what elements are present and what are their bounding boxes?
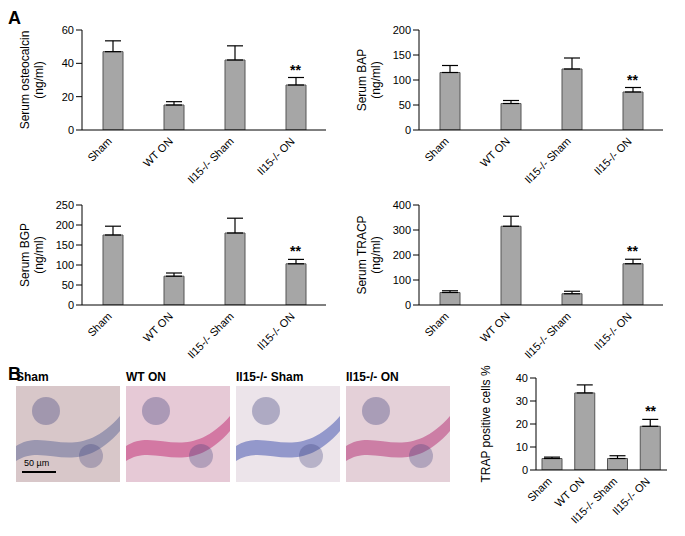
svg-text:Serum TRACP(ng/ml): Serum TRACP(ng/ml) [355,215,383,294]
svg-text:200: 200 [393,249,411,261]
html-text:A: A [8,8,21,28]
svg-text:0: 0 [68,124,74,136]
svg-text:Serum BAP(ng/ml): Serum BAP(ng/ml) [355,49,383,112]
svg-text:10: 10 [516,441,528,453]
svg-text:400: 400 [393,199,411,211]
svg-text:0: 0 [68,299,74,311]
svg-text:Il15-/- Sham: Il15-/- Sham [522,310,573,361]
svg-text:Il15-/- ON: Il15-/- ON [610,475,652,517]
html-text:Il15-/- Sham: Il15-/- Sham [236,370,304,384]
svg-text:40: 40 [62,57,74,69]
svg-text:Sham: Sham [85,310,114,339]
svg-text:300: 300 [393,224,411,236]
svg-text:40: 40 [516,372,528,384]
svg-text:0: 0 [405,124,411,136]
svg-text:WT ON: WT ON [478,135,512,169]
svg-text:30: 30 [516,395,528,407]
svg-text:100: 100 [56,259,74,271]
svg-text:200: 200 [56,219,74,231]
svg-text:0: 0 [522,464,528,476]
svg-text:0: 0 [405,299,411,311]
svg-text:Il15-/- ON: Il15-/- ON [255,135,297,177]
svg-text:50 µm: 50 µm [24,458,49,468]
html-text:Il15-/- ON: Il15-/- ON [346,370,399,384]
svg-text:**: ** [290,62,301,78]
svg-text:Il15-/- Sham: Il15-/- Sham [568,475,619,526]
svg-text:WT ON: WT ON [141,135,175,169]
svg-text:TRAP positive cells %: TRAP positive cells % [479,365,493,482]
svg-text:Sham: Sham [422,135,451,164]
svg-text:100: 100 [393,74,411,86]
svg-text:50: 50 [399,99,411,111]
svg-text:60: 60 [62,24,74,36]
svg-text:Il15-/- ON: Il15-/- ON [592,310,634,352]
svg-text:WT ON: WT ON [478,310,512,344]
svg-text:Sham: Sham [422,310,451,339]
svg-text:50: 50 [62,279,74,291]
svg-text:Sham: Sham [525,475,554,504]
svg-text:**: ** [290,243,301,259]
html-text:Sham: Sham [16,370,49,384]
svg-text:WT ON: WT ON [552,474,587,510]
svg-text:**: ** [645,403,656,419]
svg-text:**: ** [627,243,638,259]
svg-text:Il15-/- ON: Il15-/- ON [255,310,297,352]
html-text:WT ON: WT ON [126,370,166,384]
svg-text:Il15-/- Sham: Il15-/- Sham [185,135,236,186]
html-text:B: B [8,364,21,384]
svg-text:200: 200 [393,24,411,36]
svg-text:Sham: Sham [85,135,114,164]
svg-text:20: 20 [62,91,74,103]
svg-text:150: 150 [56,239,74,251]
svg-text:100: 100 [393,274,411,286]
svg-text:250: 250 [56,199,74,211]
svg-text:Serum BGP(ng/ml): Serum BGP(ng/ml) [18,223,46,287]
svg-text:Serum osteocalcin(ng/ml): Serum osteocalcin(ng/ml) [18,31,46,130]
svg-text:Il15-/- ON: Il15-/- ON [592,135,634,177]
svg-text:Il15-/- Sham: Il15-/- Sham [185,310,236,361]
svg-text:WT ON: WT ON [141,310,175,344]
svg-text:Il15-/- Sham: Il15-/- Sham [522,135,573,186]
svg-text:**: ** [627,72,638,88]
svg-text:150: 150 [393,49,411,61]
svg-text:20: 20 [516,418,528,430]
